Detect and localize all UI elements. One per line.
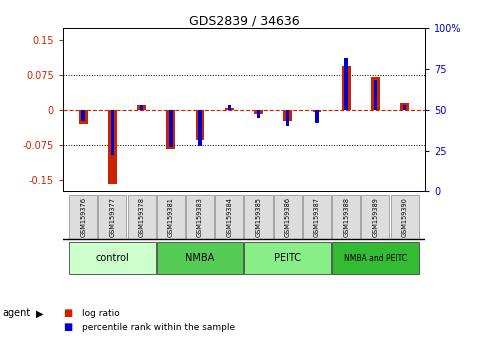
Bar [332,195,360,239]
Bar [69,242,156,274]
Bar [111,110,114,155]
Bar [108,110,117,184]
Bar [286,110,289,126]
Bar [400,103,409,110]
Text: GSM159387: GSM159387 [314,197,320,237]
Bar [82,110,85,121]
Bar [69,195,97,239]
Bar [199,110,202,146]
Text: GSM159386: GSM159386 [285,197,291,237]
Text: ■: ■ [63,322,72,332]
Bar [371,77,380,110]
Text: GSM159376: GSM159376 [80,197,86,237]
Bar [344,58,348,110]
Bar [303,195,331,239]
Bar [244,242,331,274]
Text: log ratio: log ratio [82,309,120,318]
Text: GSM159389: GSM159389 [372,197,378,237]
Bar [99,195,127,239]
Text: percentile rank within the sample: percentile rank within the sample [82,323,235,332]
Bar [332,242,419,274]
Bar [157,195,185,239]
Bar [391,195,419,239]
Text: NMBA: NMBA [185,253,215,263]
Bar [186,195,214,239]
Title: GDS2839 / 34636: GDS2839 / 34636 [188,14,299,27]
Text: GSM159390: GSM159390 [401,197,408,237]
Text: NMBA and PEITC: NMBA and PEITC [344,254,407,263]
Text: GSM159377: GSM159377 [110,197,115,237]
Bar [227,105,231,110]
Bar [403,105,406,110]
Text: GSM159384: GSM159384 [227,197,232,237]
Bar [215,195,243,239]
Text: PEITC: PEITC [274,253,301,263]
Text: GSM159385: GSM159385 [256,197,261,237]
Bar [169,110,172,147]
Text: agent: agent [2,308,30,318]
Text: GSM159383: GSM159383 [197,197,203,237]
Bar [140,105,143,110]
Text: GSM159381: GSM159381 [168,197,174,237]
Bar [274,195,302,239]
Bar [315,110,319,123]
Bar [196,110,204,140]
Text: control: control [96,253,129,263]
Bar [284,110,292,121]
Text: GSM159378: GSM159378 [139,197,145,237]
Bar [257,110,260,118]
Bar [79,110,87,124]
Bar [374,80,377,110]
Text: GSM159388: GSM159388 [343,197,349,237]
Bar [244,195,272,239]
Text: ■: ■ [63,308,72,318]
Bar [342,65,351,110]
Bar [167,110,175,149]
Bar [254,110,263,114]
Bar [225,108,234,110]
Bar [157,242,243,274]
Text: ▶: ▶ [36,308,44,318]
Bar [128,195,156,239]
Bar [137,105,146,110]
Bar [313,110,321,112]
Bar [361,195,389,239]
